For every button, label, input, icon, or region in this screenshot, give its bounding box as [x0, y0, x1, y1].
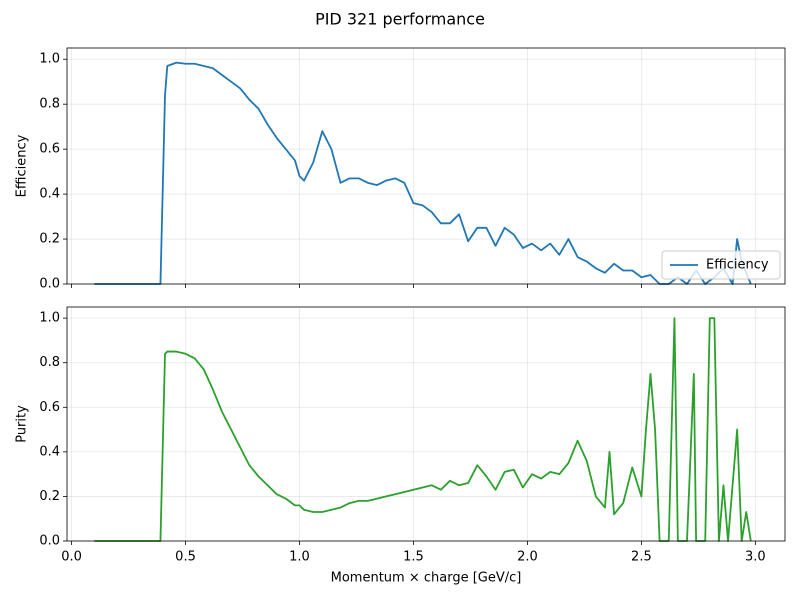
figure-title: PID 321 performance: [315, 10, 485, 29]
x-tick-label: 2.5: [631, 550, 652, 565]
y-axis-label: Efficiency: [15, 134, 30, 197]
y-tick-label: 0.8: [39, 355, 60, 370]
y-tick-label: 1.0: [39, 52, 60, 67]
y-tick-label: 0.0: [39, 534, 60, 549]
legend-label: Efficiency: [706, 258, 769, 273]
x-tick-label: 0.0: [61, 550, 82, 565]
y-tick-label: 0.6: [39, 142, 60, 157]
plot-frame: [66, 306, 786, 542]
x-axis-label: Momentum × charge [GeV/c]: [331, 571, 522, 586]
x-tick-label: 1.0: [289, 550, 310, 565]
y-tick-label: 0.4: [39, 444, 60, 459]
y-tick-label: 0.8: [39, 97, 60, 112]
plot-frame: [66, 47, 786, 285]
y-tick-label: 1.0: [39, 311, 60, 326]
y-tick-label: 0.6: [39, 400, 60, 415]
y-tick-label: 0.0: [39, 277, 60, 292]
y-tick-label: 0.4: [39, 187, 60, 202]
x-tick-label: 1.5: [403, 550, 424, 565]
x-tick-label: 0.5: [175, 550, 196, 565]
data-line: [94, 61, 752, 285]
x-tick-label: 3.0: [745, 550, 766, 565]
legend-box: [661, 250, 781, 280]
y-tick-label: 0.2: [39, 489, 60, 504]
y-axis-label: Purity: [15, 405, 30, 443]
y-tick-label: 0.2: [39, 232, 60, 247]
x-tick-label: 2.0: [517, 550, 538, 565]
